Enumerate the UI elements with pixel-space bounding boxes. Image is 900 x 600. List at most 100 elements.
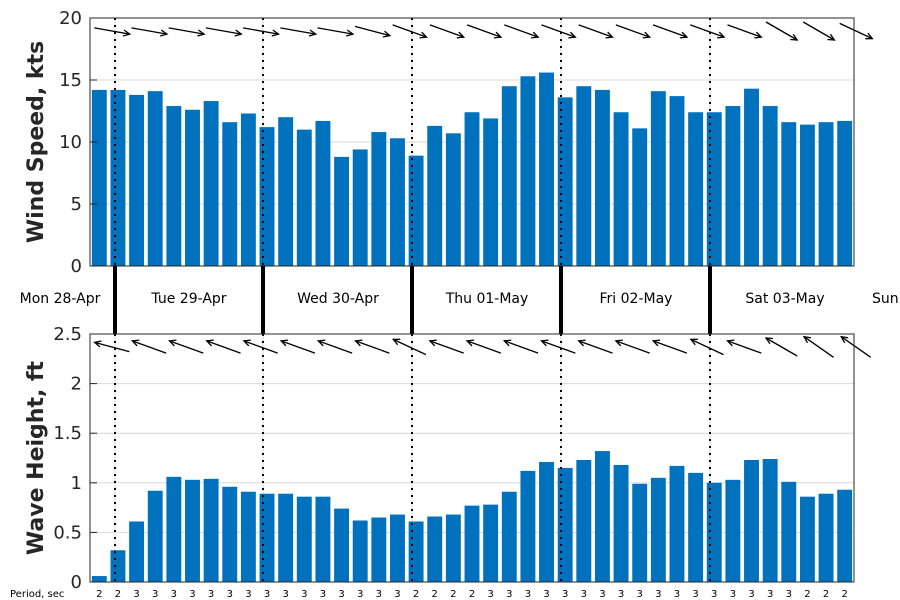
bot-arrow	[465, 339, 502, 354]
top-bar	[464, 112, 480, 267]
bot-bar	[278, 493, 294, 582]
top-bar	[501, 86, 517, 266]
top-arrow-shaft	[168, 27, 205, 35]
bot-bar	[650, 477, 666, 582]
bot-arrow	[802, 335, 834, 358]
top-arrow-head	[605, 31, 614, 39]
top-arrow-head	[382, 30, 392, 38]
top-arrow-shaft	[205, 27, 242, 35]
period-value: 3	[786, 589, 792, 600]
period-value: 3	[655, 589, 661, 600]
bot-arrow-head	[428, 339, 437, 347]
bot-bar	[520, 470, 536, 582]
top-arrow-shaft	[652, 24, 688, 38]
wind-speed-panel: 0 5 10 15 20 Wind Speed, kts	[24, 8, 874, 277]
top-bar	[390, 138, 405, 266]
bot-arrow	[651, 339, 688, 354]
period-value: 2	[450, 589, 456, 600]
bot-arrow-shaft	[727, 340, 762, 354]
bot-arrow-shaft	[206, 340, 241, 354]
top-bar	[520, 76, 536, 266]
bot-arrow-shaft	[652, 340, 688, 354]
top-arrow	[466, 24, 503, 39]
top-bar	[334, 156, 350, 266]
bot-bar	[464, 505, 480, 582]
period-value: 3	[189, 589, 195, 600]
bot-bar	[91, 576, 107, 582]
top-arrow-head	[865, 32, 874, 40]
period-value: 3	[525, 589, 531, 600]
bot-bar	[315, 496, 331, 582]
bot-bar	[352, 520, 368, 582]
top-arrow	[94, 27, 132, 37]
top-arrow	[354, 25, 392, 38]
bot-bar	[818, 493, 834, 582]
bot-bar	[799, 496, 815, 582]
bot-arrow-head	[354, 339, 363, 347]
period-value: 2	[96, 589, 102, 600]
bot-arrow-head	[726, 339, 735, 347]
bot-arrow-head	[130, 339, 140, 347]
period-value: 3	[767, 589, 773, 600]
top-arrow-head	[346, 29, 355, 37]
top-arrow-shaft	[429, 24, 464, 38]
bot-y-tick-label: 2	[71, 374, 82, 395]
bot-arrow	[316, 339, 353, 354]
top-bar	[557, 97, 573, 266]
top-arrow-shaft	[94, 27, 130, 35]
top-arrow	[242, 27, 280, 37]
bot-arrow-shaft	[318, 340, 353, 354]
top-bar	[744, 88, 759, 267]
top-arrow-shaft	[578, 24, 613, 38]
top-bar	[166, 106, 182, 266]
top-bar	[650, 91, 666, 266]
top-bar	[483, 118, 499, 266]
top-arrow-shaft	[466, 24, 502, 38]
bot-bar	[613, 464, 629, 582]
bot-bar	[147, 490, 163, 582]
top-arrow	[280, 27, 318, 37]
top-arrow-head	[160, 29, 169, 37]
top-bar	[91, 89, 107, 266]
top-arrow-shaft	[690, 24, 725, 38]
period-value: 3	[282, 589, 288, 600]
bot-arrow	[840, 335, 872, 358]
top-bar	[445, 133, 461, 266]
wave-direction-arrows	[93, 335, 872, 358]
bot-bar	[632, 483, 648, 582]
top-bar	[240, 113, 256, 266]
top-y-tick-label: 15	[59, 70, 82, 91]
period-value: 3	[711, 589, 717, 600]
bot-arrow-shaft	[504, 340, 539, 354]
bot-arrow-head	[651, 339, 661, 347]
top-arrow-head	[568, 31, 577, 39]
day-label: Sat 03-May	[745, 291, 824, 307]
period-value: 2	[823, 589, 829, 600]
period-value: 2	[841, 589, 847, 600]
bot-arrow	[502, 339, 539, 354]
period-value: 2	[804, 589, 810, 600]
top-arrow	[765, 21, 799, 41]
top-arrow-head	[234, 29, 243, 37]
top-arrow-shaft	[727, 24, 762, 38]
period-value: 3	[599, 589, 605, 600]
top-bar	[762, 106, 778, 266]
top-bar	[147, 91, 163, 266]
period-value: 3	[618, 589, 624, 600]
bot-bar	[501, 491, 517, 582]
top-arrow	[802, 21, 836, 41]
top-arrow-shaft	[280, 27, 316, 35]
bot-arrow-shaft	[466, 340, 502, 354]
bot-bar	[669, 465, 685, 582]
top-arrow	[205, 27, 243, 37]
top-bar	[594, 89, 610, 266]
day-label: Thu 01-May	[445, 291, 529, 307]
bot-arrow-shaft	[803, 336, 834, 358]
bot-arrow-head	[205, 339, 214, 347]
bot-arrow-head	[93, 340, 102, 348]
bot-arrow-shaft	[243, 340, 278, 354]
day-band: Mon 28-Apr Tue 29-Apr Wed 30-Apr Thu 01-May…	[20, 266, 899, 334]
period-value: 3	[357, 589, 363, 600]
bot-arrow	[726, 339, 762, 354]
top-bar	[706, 112, 722, 267]
